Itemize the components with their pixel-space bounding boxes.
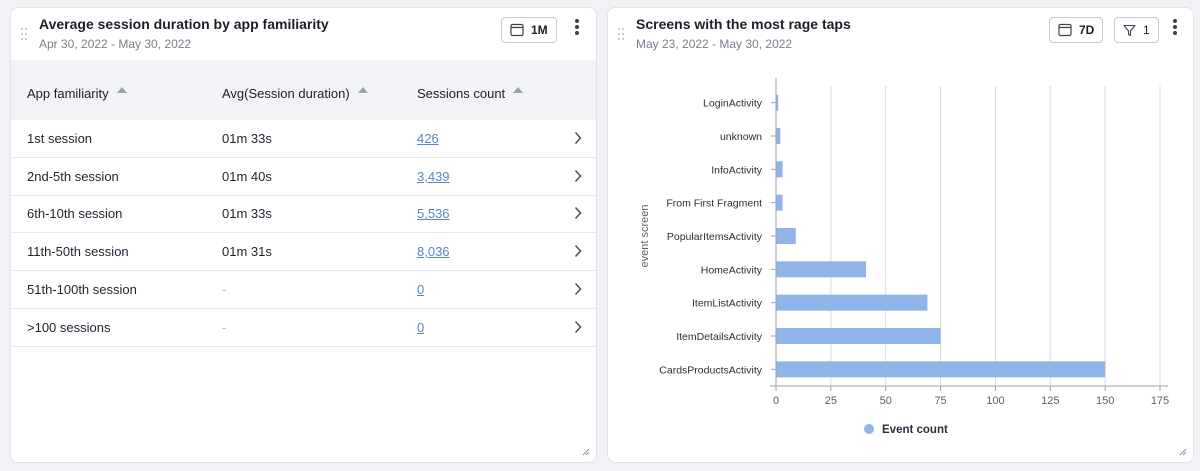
bar[interactable]: [776, 128, 781, 144]
duration-cell: -: [222, 319, 227, 335]
chart-area: 0 25 50 75 100 125 150 175 LoginActivity unknown I…: [608, 60, 1193, 462]
sessions-count-link[interactable]: 3,439: [417, 168, 450, 184]
bar[interactable]: [776, 261, 866, 278]
sort-icon[interactable]: [116, 86, 127, 93]
category-label: unknown: [720, 131, 762, 143]
x-tick-label: 150: [1096, 395, 1114, 407]
duration-cell: 01m 33s: [222, 206, 272, 222]
legend-marker: [864, 424, 874, 434]
sessions-count-link[interactable]: 0: [417, 281, 425, 297]
column-header-duration[interactable]: Avg(Session duration): [222, 86, 368, 101]
sessions-count-link[interactable]: 8,036: [417, 244, 450, 260]
familiarity-cell: 1st session: [27, 131, 93, 146]
chevron-right-icon[interactable]: [574, 282, 582, 296]
session-duration-card: Average session duration by app familiar…: [10, 7, 597, 463]
date-range: Apr 30, 2022 - May 30, 2022: [39, 37, 192, 51]
resize-handle-icon[interactable]: [1179, 448, 1187, 456]
table-row[interactable]: 2nd-5th session 01m 40s 3,439: [11, 158, 596, 196]
category-label: ItemDetailsActivity: [676, 331, 763, 343]
x-tick-label: 0: [773, 395, 779, 407]
category-label: InfoActivity: [711, 164, 763, 176]
drag-handle-icon[interactable]: [618, 28, 626, 40]
familiarity-cell: 2nd-5th session: [27, 168, 119, 184]
period-label: 1M: [531, 23, 548, 37]
sort-icon[interactable]: [513, 86, 524, 93]
bar[interactable]: [776, 194, 783, 211]
period-label: 7D: [1079, 23, 1095, 37]
filter-icon: [1123, 24, 1136, 36]
familiarity-cell: >100 sessions: [27, 319, 111, 335]
sort-icon[interactable]: [357, 86, 368, 93]
column-header-familiarity[interactable]: App familiarity: [27, 86, 127, 101]
bar[interactable]: [776, 228, 796, 244]
bar[interactable]: [776, 361, 1106, 378]
table-row[interactable]: 11th-50th session 01m 31s 8,036: [11, 233, 596, 272]
bar[interactable]: [776, 328, 941, 344]
table-row[interactable]: >100 sessions - 0: [11, 309, 596, 347]
category-label: From First Fragment: [666, 198, 762, 210]
chevron-right-icon[interactable]: [574, 206, 582, 220]
sessions-count-link[interactable]: 426: [417, 131, 439, 146]
more-options-icon[interactable]: [573, 19, 581, 39]
bar[interactable]: [776, 294, 928, 311]
duration-cell: 01m 31s: [222, 244, 272, 260]
sessions-count-link[interactable]: 5,536: [417, 206, 450, 222]
legend-label[interactable]: Event count: [882, 424, 948, 436]
familiarity-cell: 51th-100th session: [27, 281, 137, 297]
bar[interactable]: [776, 161, 783, 178]
duration-cell: 01m 33s: [222, 131, 272, 146]
resize-handle-icon[interactable]: [582, 448, 590, 456]
duration-cell: -: [222, 281, 227, 297]
period-selector-button[interactable]: 1M: [501, 17, 557, 43]
bar[interactable]: [776, 94, 779, 111]
table-row[interactable]: 1st session 01m 33s 426: [11, 120, 596, 158]
x-tick-label: 175: [1151, 395, 1169, 407]
category-label: PopularItemsActivity: [667, 231, 763, 243]
table-row[interactable]: 51th-100th session - 0: [11, 271, 596, 309]
filter-button[interactable]: 1: [1114, 17, 1159, 43]
card-title: Screens with the most rage taps: [636, 16, 851, 32]
x-tick-label: 50: [880, 395, 892, 407]
calendar-icon: [510, 23, 524, 37]
y-axis-title: event screen: [639, 205, 651, 268]
chevron-right-icon[interactable]: [574, 169, 582, 183]
card-title: Average session duration by app familiar…: [39, 16, 329, 32]
category-label: HomeActivity: [701, 264, 763, 276]
calendar-icon: [1058, 23, 1072, 37]
duration-cell: 01m 40s: [222, 168, 272, 184]
x-tick-label: 125: [1041, 395, 1059, 407]
drag-handle-icon[interactable]: [21, 28, 29, 40]
category-label: LoginActivity: [703, 98, 763, 110]
rage-taps-bar-chart: 0 25 50 75 100 125 150 175 LoginActivity unknown I…: [639, 78, 1169, 436]
column-header-count[interactable]: Sessions count: [417, 86, 524, 101]
category-label: CardsProductsActivity: [659, 364, 762, 376]
table-row[interactable]: 6th-10th session 01m 33s 5,536: [11, 195, 596, 234]
chevron-right-icon[interactable]: [574, 320, 582, 334]
rage-taps-card: Screens with the most rage taps May 23, …: [607, 7, 1194, 463]
chevron-right-icon[interactable]: [574, 244, 582, 258]
category-label: ItemListActivity: [692, 298, 763, 310]
x-tick-label: 25: [825, 395, 837, 407]
familiarity-cell: 6th-10th session: [27, 206, 123, 222]
filter-count: 1: [1143, 23, 1150, 37]
table-header: App familiarity Avg(Session duration) Se…: [11, 60, 596, 120]
chevron-right-icon[interactable]: [574, 131, 582, 145]
familiarity-cell: 11th-50th session: [27, 244, 129, 260]
x-tick-label: 75: [934, 395, 946, 407]
date-range: May 23, 2022 - May 30, 2022: [636, 37, 793, 51]
x-tick-label: 100: [986, 395, 1004, 407]
more-options-icon[interactable]: [1171, 19, 1179, 39]
period-selector-button[interactable]: 7D: [1049, 17, 1104, 43]
sessions-count-link[interactable]: 0: [417, 319, 425, 335]
